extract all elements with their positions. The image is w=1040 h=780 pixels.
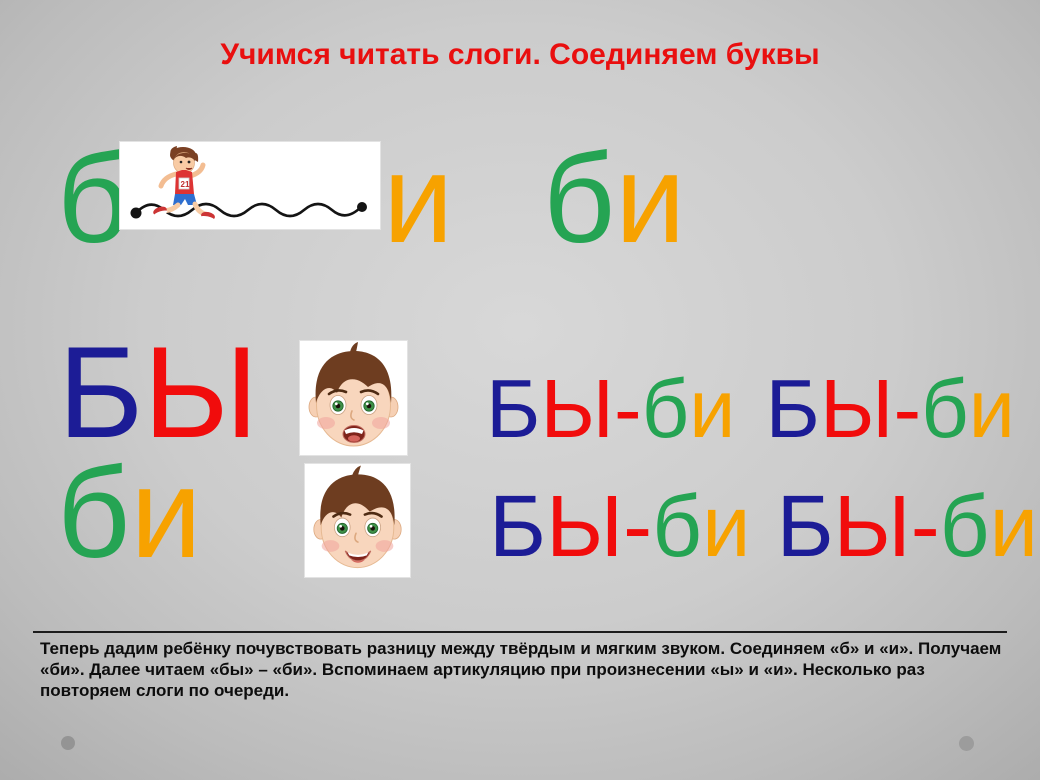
decor-dot-right — [959, 736, 974, 751]
row2-pairs: БЫ-би БЫ-би — [486, 367, 1015, 450]
pair-by-bi: БЫ-би — [776, 478, 1039, 575]
word-by: БЫ — [58, 319, 259, 465]
pair-by-bi: БЫ-би — [489, 478, 751, 575]
boy-face-y-image — [300, 341, 407, 455]
footer-instructions: Теперь дадим ребёнку почувствовать разни… — [40, 639, 1002, 700]
row3-pairs: БЫ-би БЫ-би — [489, 483, 1038, 570]
running-boy-icon: 21 — [130, 146, 367, 221]
pair-by-bi: БЫ-би — [765, 362, 1016, 455]
hard-letter-b: б — [57, 128, 130, 269]
pair-by-bi: БЫ-би — [486, 362, 736, 455]
word-bi: би — [57, 442, 202, 585]
boy-face-i-image — [305, 464, 410, 577]
boy-face-i-icon — [305, 464, 410, 577]
soft-letter-i: и — [383, 128, 454, 269]
syllable-bi-row1: би — [543, 128, 686, 269]
decor-dot-left — [61, 736, 75, 750]
svg-text:21: 21 — [181, 180, 190, 189]
boy-face-y-icon — [300, 341, 407, 455]
footer-divider — [33, 631, 1007, 633]
running-boy-image: 21 — [120, 142, 380, 229]
page-title: Учимся читать слоги. Соединяем буквы — [220, 38, 820, 71]
